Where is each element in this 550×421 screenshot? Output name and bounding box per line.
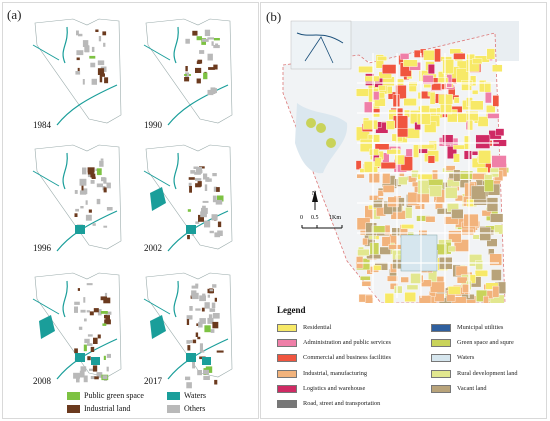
legend-label: Waters <box>457 354 475 362</box>
legend-label: Road, street and transportation <box>303 400 381 407</box>
legend-swatch <box>431 324 451 332</box>
panel-b: (b) N 0 0.5 1Km Legend Residential Admini… <box>260 2 547 419</box>
legend-swatch <box>431 339 451 348</box>
legend-label: Rural development land <box>457 369 518 377</box>
panel-a: (a) 1984 1990 1996 2002 2008 2017 Public… <box>2 2 259 419</box>
legend-swatch <box>431 354 451 363</box>
map-frame-2008 <box>32 272 122 383</box>
legend-label-green-space: Public green space <box>84 391 144 400</box>
legend-swatch <box>277 400 297 408</box>
legend-swatch-industrial <box>67 405 80 413</box>
map-frame-1984 <box>32 18 122 126</box>
legend-label: Municipal utilities <box>457 324 504 331</box>
map-frame-1996 <box>32 144 122 252</box>
year-label-2017: 2017 <box>144 376 162 386</box>
legend-label: Industrial, manufacturing <box>303 369 367 377</box>
panel-a-label: (a) <box>7 7 22 22</box>
legend-swatch <box>277 339 297 348</box>
year-label-1990: 1990 <box>144 120 162 130</box>
year-label-2002: 2002 <box>144 243 162 253</box>
legend-label: Residential <box>303 324 332 331</box>
land-use-map-series <box>32 18 233 389</box>
legend-label-waters: Waters <box>184 391 207 400</box>
map-frame-1990 <box>143 18 233 126</box>
scale-label-1km: 1Km <box>329 215 341 221</box>
map-frame-2017 <box>143 272 233 389</box>
legend-swatch <box>277 354 297 363</box>
scale-label-0: 0 <box>300 215 303 221</box>
legend-label: Commercial and business facilities <box>303 354 391 362</box>
map-frame-2002 <box>143 144 233 252</box>
year-label-1984: 1984 <box>33 120 51 130</box>
scale-label-0-5: 0.5 <box>311 215 319 221</box>
legend-label-others: Others <box>184 404 206 413</box>
legend-swatch <box>431 384 451 393</box>
legend-title: Legend <box>277 305 306 315</box>
land-use-map-2017 <box>282 20 519 303</box>
legend-label: Vacant land <box>457 384 487 392</box>
inset-overview-map <box>290 20 352 70</box>
legend-swatch-others <box>167 405 180 413</box>
legend-label: Administration and public services <box>303 339 391 347</box>
legend-swatch <box>431 369 451 378</box>
legend-label: Green space and squre <box>457 339 514 347</box>
legend-swatch <box>277 384 297 393</box>
year-label-2008: 2008 <box>33 376 51 386</box>
legend-label: Logistics and warehouse <box>303 384 366 392</box>
legend-swatch-waters <box>167 392 180 400</box>
legend-swatch <box>277 369 297 378</box>
panel-b-label: (b) <box>266 9 282 24</box>
north-label: N <box>312 191 317 197</box>
north-arrow-icon <box>312 190 318 202</box>
lake-water <box>400 234 438 272</box>
north-arrow-and-scale-bar <box>301 190 343 229</box>
legend-swatch-green-space <box>67 392 80 400</box>
legend-swatch <box>277 324 297 332</box>
legend-label-industrial: Industrial land <box>84 404 131 413</box>
year-label-1996: 1996 <box>33 243 51 253</box>
